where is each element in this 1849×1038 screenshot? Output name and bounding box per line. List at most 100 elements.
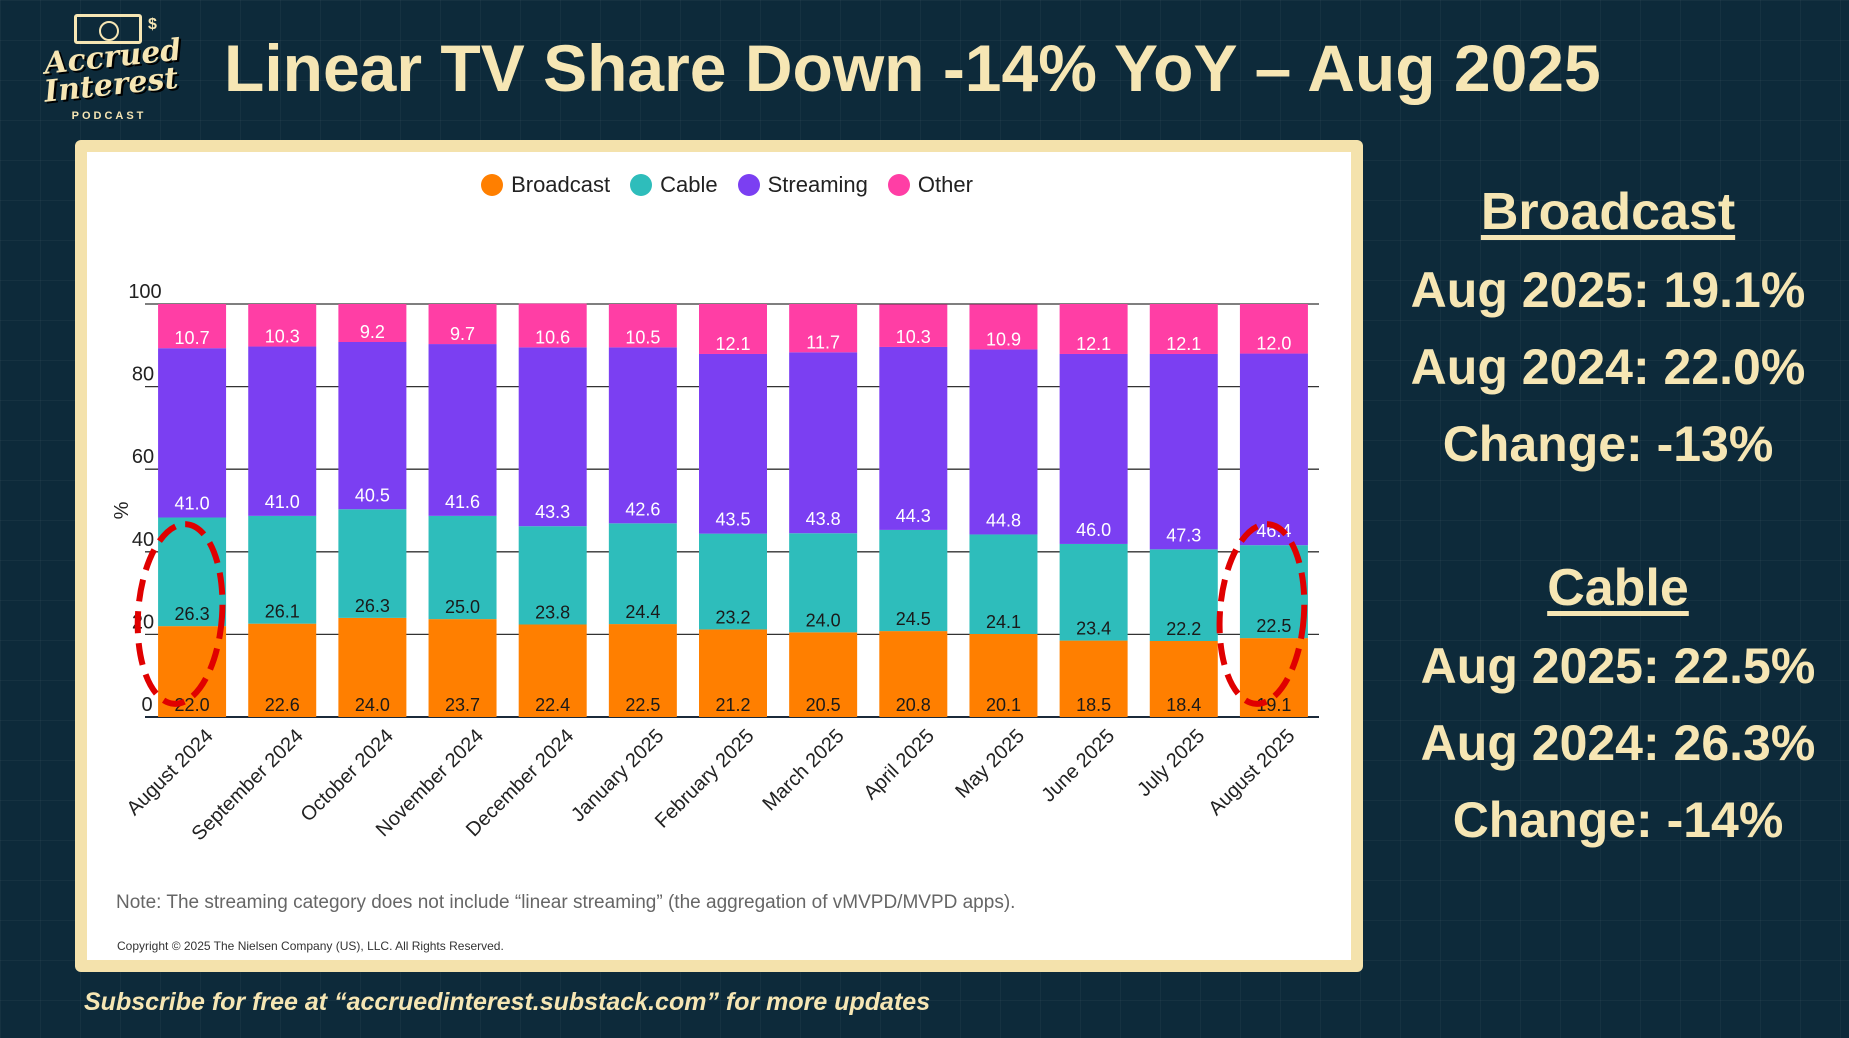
data-label-cable: 22.2: [1166, 619, 1201, 639]
data-label-streaming: 41.6: [445, 492, 480, 512]
bar-other: [1059, 304, 1128, 354]
broadcast-heading: Broadcast: [1480, 183, 1736, 241]
bar-streaming: [879, 346, 948, 530]
data-label-cable: 24.4: [625, 602, 660, 622]
data-label-streaming: 41.0: [175, 494, 210, 514]
data-label-other: 12.1: [1166, 334, 1201, 354]
bar-broadcast: [789, 632, 858, 717]
data-label-other: 9.2: [360, 322, 385, 342]
legend-swatch: [481, 174, 504, 196]
data-label-broadcast: 22.5: [625, 695, 660, 715]
y-tick-label: 60: [132, 446, 154, 468]
bar-streaming: [1149, 353, 1218, 550]
chart-frame: Broadcast Cable Streaming Other 0 20 40 60 80 10…: [75, 140, 1363, 972]
bar-cable: [428, 515, 497, 620]
bar-streaming: [1059, 353, 1128, 544]
data-label-cable: 23.8: [535, 602, 570, 622]
data-label-streaming: 46.4: [1256, 521, 1291, 541]
x-tick-label: March 2025: [758, 725, 848, 815]
data-label-broadcast: 18.5: [1076, 695, 1111, 715]
cable-change: Change: -14%: [1452, 792, 1784, 848]
data-label-cable: 24.5: [896, 609, 931, 629]
bar-streaming: [789, 352, 858, 534]
data-label-streaming: 41.0: [265, 492, 300, 512]
y-tick-label: 80: [132, 364, 154, 386]
data-label-other: 10.6: [535, 327, 570, 347]
y-tick-label: 100: [128, 281, 161, 303]
y-axis-label: %: [111, 501, 133, 519]
legend-swatch: [737, 174, 760, 196]
bar-other: [1239, 304, 1308, 354]
cable-heading: Cable: [1547, 559, 1689, 617]
bar-streaming: [1239, 353, 1308, 546]
bar-streaming: [699, 353, 767, 534]
bar-broadcast: [338, 617, 407, 717]
bar-other: [518, 303, 587, 348]
x-tick-label: January 2025: [567, 725, 668, 826]
bar-other: [1149, 304, 1218, 354]
broadcast-aug-2024: Aug 2024: 22.0%: [1410, 339, 1806, 395]
bar-broadcast: [699, 629, 767, 717]
data-label-broadcast: 21.2: [715, 695, 750, 715]
legend-item-broadcast: Broadcast: [481, 172, 610, 198]
legend-item-cable: Cable: [630, 172, 718, 198]
bar-cable: [969, 534, 1038, 634]
data-label-cable: 24.1: [986, 612, 1021, 632]
bar-cable: [699, 533, 767, 630]
chart-copyright: Copyright © 2025 The Nielsen Company (US…: [117, 939, 504, 953]
bar-cable: [158, 517, 227, 627]
data-label-other: 11.7: [806, 332, 840, 352]
data-label-streaming: 43.8: [806, 509, 841, 529]
legend-swatch: [887, 174, 910, 196]
cable-aug-2024: Aug 2024: 26.3%: [1420, 715, 1816, 771]
data-label-cable: 26.1: [265, 602, 300, 622]
legend-item-streaming: Streaming: [737, 172, 868, 198]
bar-streaming: [248, 346, 317, 516]
bar-streaming: [608, 347, 677, 524]
chart-panel: Broadcast Cable Streaming Other 0 20 40 60 80 10…: [87, 152, 1351, 960]
legend-item-other: Other: [887, 172, 973, 198]
data-label-other: 12.1: [715, 334, 750, 354]
bar-other: [338, 304, 407, 342]
bar-cable: [518, 526, 587, 625]
bar-broadcast: [879, 631, 948, 717]
bar-other: [789, 304, 858, 353]
bar-broadcast: [518, 624, 587, 717]
chart-legend: Broadcast Cable Streaming Other: [87, 172, 1367, 198]
data-label-other: 10.3: [896, 327, 931, 347]
bar-cable: [248, 515, 317, 624]
data-label-streaming: 44.8: [986, 510, 1021, 530]
data-label-broadcast: 24.0: [355, 695, 390, 715]
bar-cable: [608, 523, 677, 625]
data-label-other: 10.3: [265, 327, 300, 347]
bar-other: [428, 304, 497, 345]
data-label-broadcast: 18.4: [1166, 695, 1201, 715]
broadcast-summary: Broadcast Aug 2025: 19.1% Aug 2024: 22.0…: [1378, 172, 1838, 483]
x-tick-label: August 2024: [123, 725, 218, 820]
data-label-cable: 26.3: [355, 596, 390, 616]
bar-cable: [879, 529, 948, 632]
dollar-icon: $: [148, 16, 157, 33]
x-tick-label: October 2024: [297, 725, 398, 826]
bar-broadcast: [1149, 641, 1218, 717]
x-tick-label: April 2025: [860, 725, 939, 804]
data-label-other: 10.5: [625, 327, 660, 347]
data-label-other: 12.1: [1076, 334, 1111, 354]
data-label-broadcast: 22.4: [535, 695, 570, 715]
data-label-streaming: 43.5: [715, 510, 750, 530]
data-label-broadcast: 22.6: [265, 695, 300, 715]
data-label-cable: 23.2: [715, 607, 750, 627]
data-label-streaming: 46.0: [1076, 520, 1111, 540]
y-tick-label: 0: [141, 694, 152, 716]
bar-streaming: [969, 349, 1038, 535]
data-label-cable: 23.4: [1076, 619, 1111, 639]
data-label-cable: 24.0: [806, 610, 841, 630]
bar-cable: [1059, 543, 1128, 641]
data-label-other: 9.7: [450, 324, 475, 344]
x-tick-label: May 2025: [951, 725, 1029, 803]
data-label-cable: 26.3: [175, 604, 210, 624]
data-label-broadcast: 20.8: [896, 695, 931, 715]
data-label-streaming: 40.5: [355, 485, 390, 505]
bar-other: [608, 304, 677, 348]
